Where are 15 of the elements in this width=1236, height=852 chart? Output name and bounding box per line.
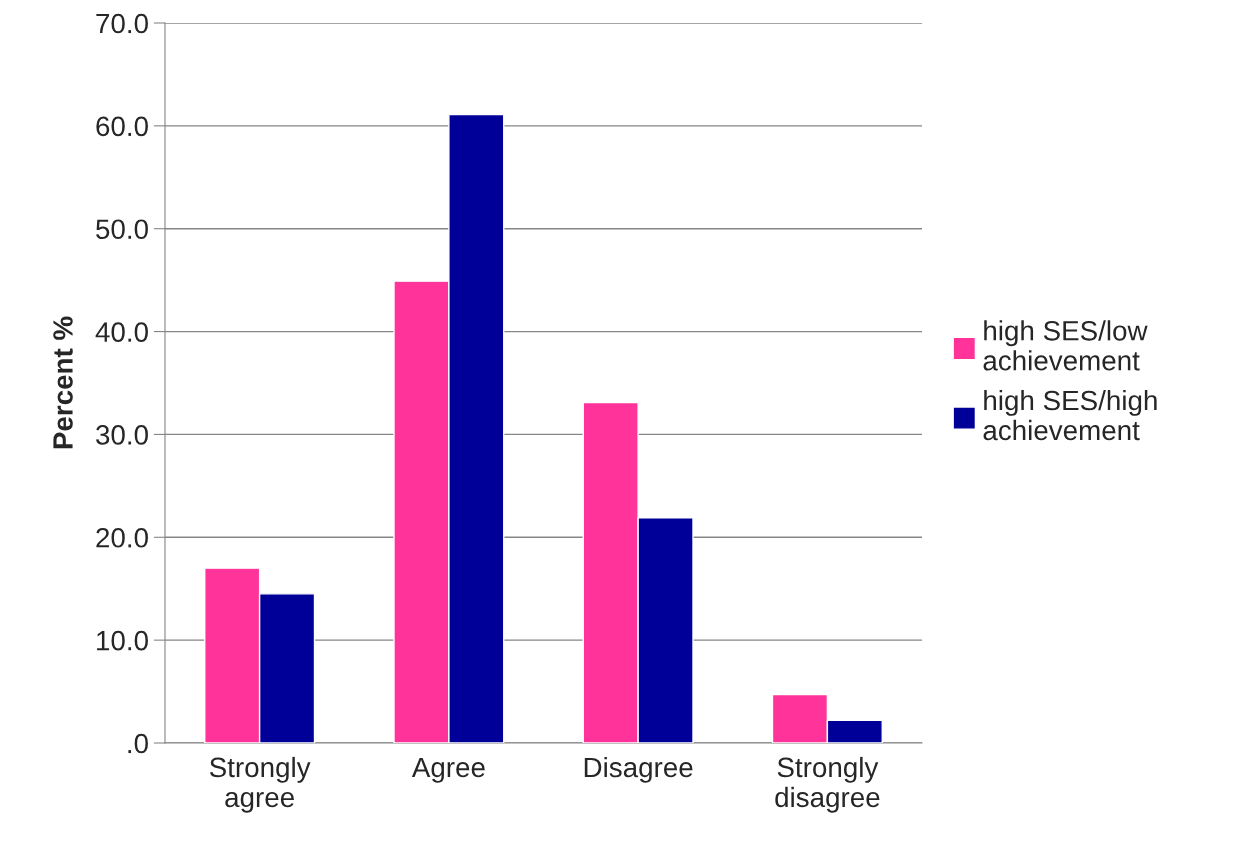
- x-tick-label: Strongly agree: [209, 756, 311, 813]
- y-tick-label: 10.0: [97, 630, 148, 651]
- y-tick-label: 70.0: [96, 13, 148, 34]
- y-axis-title: Percent %: [53, 316, 73, 449]
- x-tick-label: Strongly disagree: [775, 756, 880, 813]
- y-tick-label: 40.0: [95, 322, 148, 342]
- legend-label: high SES/high achievement: [983, 389, 1157, 441]
- y-tick-label: 60.0: [96, 116, 148, 137]
- y-tick-label: 20.0: [96, 527, 148, 548]
- legend-label: high SES/low achievement: [983, 320, 1148, 371]
- y-tick-label: .0: [128, 733, 148, 754]
- y-tick-label: 50.0: [96, 219, 148, 240]
- y-tick-label: 30.0: [96, 425, 148, 445]
- x-tick-label: Disagree: [584, 756, 693, 783]
- x-tick-label: Agree: [411, 757, 485, 783]
